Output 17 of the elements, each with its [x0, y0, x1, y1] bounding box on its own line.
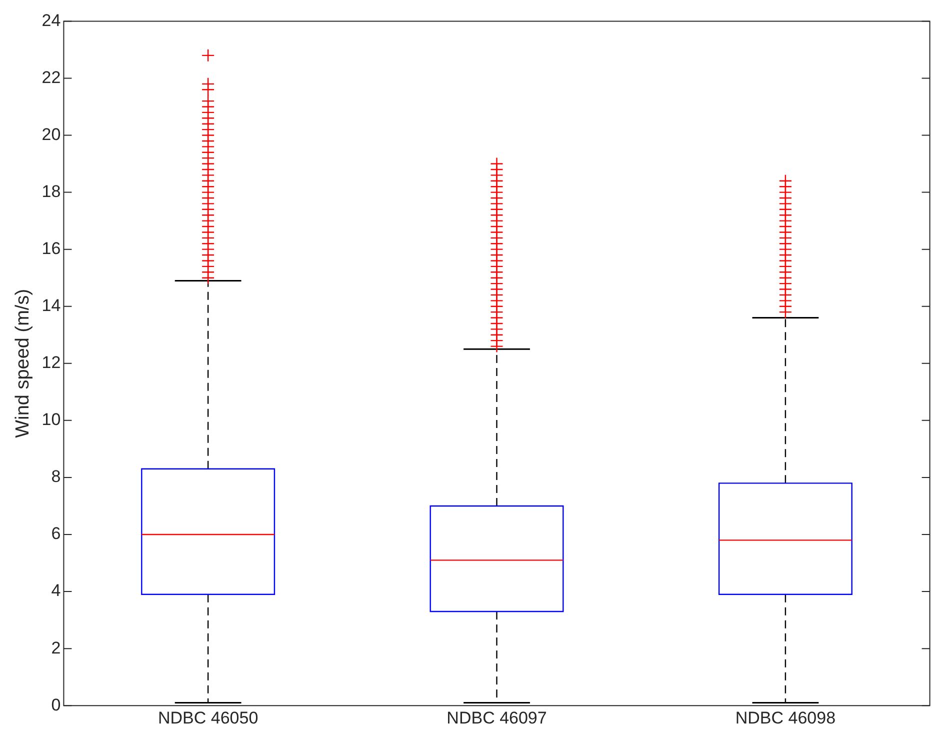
- y-tick-label: 14: [42, 296, 61, 316]
- y-tick-label: 20: [42, 124, 61, 144]
- y-axis-title: Wind speed (m/s): [12, 288, 34, 438]
- x-tick-label: NDBC 46050: [158, 708, 258, 728]
- x-tick-label: NDBC 46098: [735, 708, 836, 728]
- y-tick-label: 10: [42, 410, 61, 430]
- y-tick-label: 8: [51, 467, 61, 486]
- x-tick-label: NDBC 46097: [446, 708, 547, 728]
- y-tick-label: 2: [51, 638, 61, 658]
- y-tick-label: 18: [42, 182, 61, 201]
- y-tick-label: 6: [51, 524, 61, 544]
- y-tick-label: 12: [42, 353, 61, 372]
- y-tick-label: 4: [51, 581, 61, 600]
- y-tick-label: 22: [42, 68, 61, 87]
- y-tick-label: 24: [42, 10, 61, 30]
- y-tick-label: 16: [42, 239, 61, 258]
- y-tick-label: 0: [51, 695, 61, 714]
